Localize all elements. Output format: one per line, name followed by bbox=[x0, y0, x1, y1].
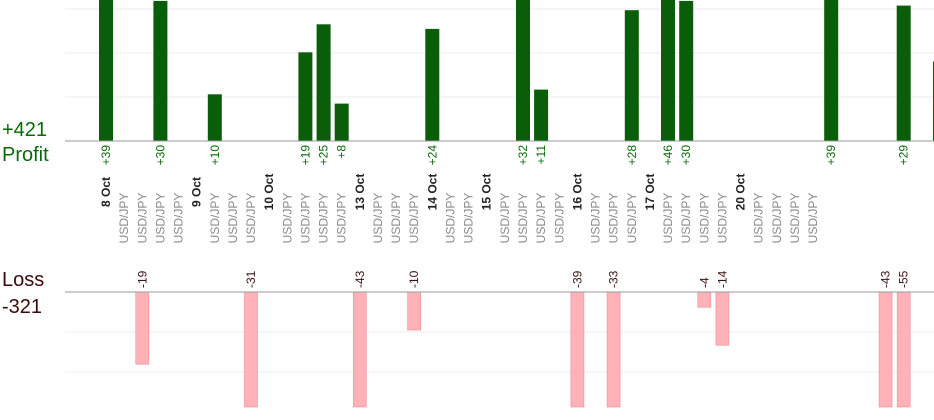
date-label: 9 Oct bbox=[190, 177, 204, 207]
profit-bar bbox=[334, 103, 349, 141]
profit-value-label: +10 bbox=[208, 145, 222, 166]
profit-value-label: +28 bbox=[625, 145, 639, 166]
instrument-label: USD/JPY bbox=[625, 193, 639, 244]
loss-value-label: -43 bbox=[353, 270, 367, 288]
instrument-label: USD/JPY bbox=[534, 193, 548, 244]
loss-total: -321 bbox=[2, 296, 43, 318]
instrument-label: USD/JPY bbox=[444, 193, 458, 244]
instrument-label: USD/JPY bbox=[371, 193, 385, 244]
loss-bar bbox=[896, 291, 911, 408]
instrument-label: USD/JPY bbox=[335, 193, 349, 244]
profit-value-label: +39 bbox=[824, 145, 838, 166]
date-label: 10 Oct bbox=[262, 174, 276, 211]
profit-bar bbox=[661, 0, 675, 141]
profit-bar bbox=[534, 89, 549, 141]
loss-bar bbox=[244, 291, 258, 408]
instrument-label: USD/JPY bbox=[462, 193, 476, 244]
loss-value-label: -33 bbox=[607, 270, 621, 288]
loss-value-label: -14 bbox=[715, 270, 729, 288]
loss-bar bbox=[715, 291, 730, 346]
loss-value-label: -43 bbox=[879, 270, 893, 288]
loss-bar bbox=[135, 291, 150, 365]
profit-value-label: +24 bbox=[425, 145, 439, 166]
loss-value-label: -4 bbox=[697, 277, 711, 288]
profit-value-label: +11 bbox=[534, 145, 548, 165]
profit-value-label: +46 bbox=[661, 145, 675, 166]
profit-bar bbox=[824, 0, 839, 141]
profit-bar bbox=[679, 0, 694, 142]
profit-bar bbox=[298, 52, 313, 141]
profit-value-label: +32 bbox=[516, 145, 530, 166]
profit-value-label: +19 bbox=[298, 145, 312, 166]
instrument-label: USD/JPY bbox=[208, 193, 222, 244]
profit-bar bbox=[425, 28, 440, 141]
instrument-label: USD/JPY bbox=[752, 193, 766, 244]
instrument-label: USD/JPY bbox=[317, 193, 331, 244]
profit-total: +421 bbox=[2, 119, 48, 141]
instrument-label: USD/JPY bbox=[226, 193, 240, 244]
instrument-label: USD/JPY bbox=[715, 193, 729, 244]
profit-value-label: +25 bbox=[317, 145, 331, 166]
profit-value-label: +30 bbox=[679, 145, 693, 166]
profit-label: Profit bbox=[2, 144, 49, 166]
instrument-label: USD/JPY bbox=[806, 193, 820, 244]
loss-bar bbox=[878, 291, 893, 408]
loss-bar bbox=[352, 291, 367, 408]
loss-value-label: -55 bbox=[897, 270, 911, 288]
profit-bar bbox=[207, 94, 222, 141]
instrument-label: USD/JPY bbox=[407, 193, 421, 244]
profit-value-label: +30 bbox=[153, 145, 167, 166]
instrument-label: USD/JPY bbox=[788, 193, 802, 244]
profit-bar bbox=[316, 24, 331, 142]
instrument-label: USD/JPY bbox=[153, 193, 167, 244]
instrument-label: USD/JPY bbox=[679, 193, 693, 244]
instrument-label: USD/JPY bbox=[244, 193, 258, 244]
profit-value-label: +39 bbox=[99, 145, 113, 166]
date-label: 14 Oct bbox=[425, 174, 439, 211]
profit-bar bbox=[516, 0, 530, 141]
loss-bar bbox=[606, 291, 621, 408]
instrument-label: USD/JPY bbox=[697, 193, 711, 244]
instrument-label: USD/JPY bbox=[552, 193, 566, 244]
profit-value-label: +29 bbox=[897, 145, 911, 166]
instrument-label: USD/JPY bbox=[280, 193, 294, 244]
profit-bar bbox=[153, 0, 168, 142]
instrument-label: USD/JPY bbox=[135, 193, 149, 244]
date-label: 17 Oct bbox=[643, 174, 657, 211]
profit-bar bbox=[896, 5, 911, 141]
loss-bar bbox=[697, 291, 712, 308]
loss-value-label: -10 bbox=[407, 270, 421, 288]
instrument-label: USD/JPY bbox=[661, 193, 675, 244]
loss-bar bbox=[407, 291, 422, 331]
profit-value-label: +8 bbox=[335, 145, 349, 159]
instrument-label: USD/JPY bbox=[498, 193, 512, 244]
date-label: 15 Oct bbox=[480, 174, 494, 211]
loss-label: Loss bbox=[2, 269, 45, 291]
loss-value-label: -31 bbox=[244, 270, 258, 288]
date-label: 13 Oct bbox=[353, 174, 367, 211]
instrument-label: USD/JPY bbox=[117, 193, 131, 244]
instrument-label: USD/JPY bbox=[607, 193, 621, 244]
loss-value-label: -39 bbox=[570, 270, 584, 288]
loss-bar bbox=[570, 291, 585, 408]
instrument-label: USD/JPY bbox=[298, 193, 312, 244]
instrument-label: USD/JPY bbox=[589, 193, 603, 244]
instrument-label: USD/JPY bbox=[389, 193, 403, 244]
instrument-label: USD/JPY bbox=[516, 193, 530, 244]
date-label: 20 Oct bbox=[734, 174, 748, 211]
instrument-label: USD/JPY bbox=[172, 193, 186, 244]
date-label: 8 Oct bbox=[99, 177, 113, 207]
date-label: 16 Oct bbox=[570, 174, 584, 211]
profit-bar bbox=[99, 0, 113, 141]
instrument-label: USD/JPY bbox=[770, 193, 784, 244]
profit-bar bbox=[624, 10, 639, 142]
loss-value-label: -19 bbox=[135, 270, 149, 288]
